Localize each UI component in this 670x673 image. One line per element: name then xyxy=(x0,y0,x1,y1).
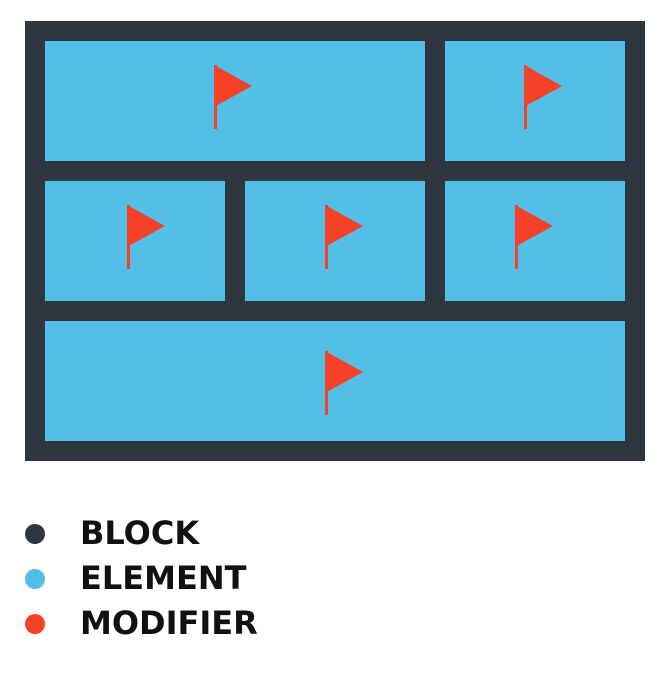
element-box xyxy=(445,41,625,161)
flag-icon xyxy=(325,351,363,415)
flag-icon xyxy=(325,205,363,269)
element-box xyxy=(45,321,625,441)
legend-dot-block xyxy=(25,524,45,544)
legend-label-modifier: MODIFIER xyxy=(80,604,258,642)
element-box xyxy=(45,181,225,301)
legend-label-element: ELEMENT xyxy=(80,559,247,597)
flag-icon xyxy=(515,205,553,269)
flag-icon xyxy=(524,65,562,129)
element-box xyxy=(245,181,425,301)
flag-icon xyxy=(127,205,165,269)
legend-dot-modifier xyxy=(25,614,45,634)
legend-label-block: BLOCK xyxy=(80,514,200,552)
block-container xyxy=(25,21,645,461)
legend-dot-element xyxy=(25,569,45,589)
element-box xyxy=(45,41,425,161)
element-box xyxy=(445,181,625,301)
flag-icon xyxy=(214,65,252,129)
